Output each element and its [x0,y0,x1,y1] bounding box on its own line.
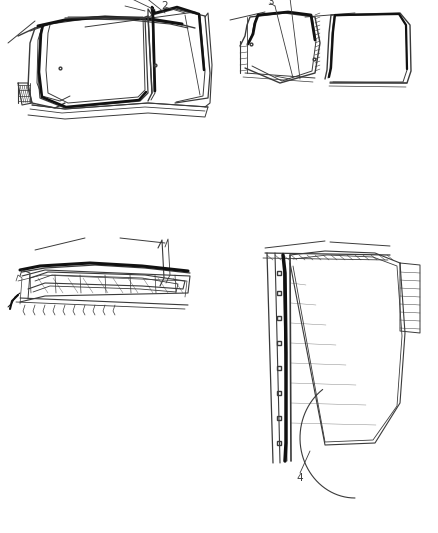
Text: 3: 3 [267,0,273,7]
Text: 2: 2 [162,1,168,11]
Text: 4: 4 [297,473,303,483]
Text: 1: 1 [127,0,133,2]
